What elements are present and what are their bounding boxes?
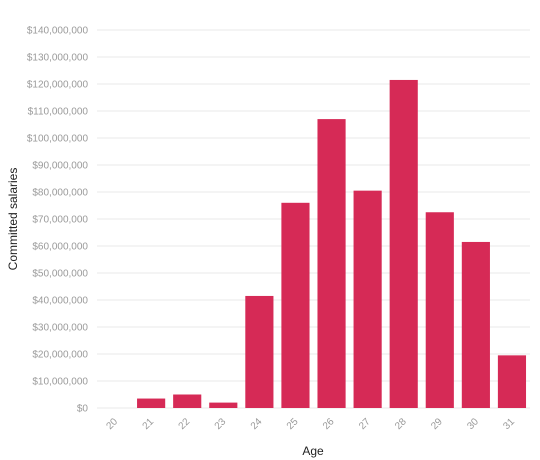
y-tick-label: $20,000,000 [32, 350, 88, 361]
x-tick-label: 29 [429, 416, 445, 432]
y-tick-label: $70,000,000 [32, 215, 88, 226]
bar-age-22[interactable] [173, 394, 202, 409]
x-tick-label: 30 [465, 416, 481, 432]
bar-age-21[interactable] [137, 398, 166, 408]
x-axis-title: Age [302, 444, 324, 458]
bar-age-25[interactable] [281, 202, 310, 408]
y-tick-label: $120,000,000 [27, 80, 89, 91]
y-tick-label: $80,000,000 [32, 188, 88, 199]
y-tick-label: $40,000,000 [32, 296, 88, 307]
y-tick-label: $140,000,000 [27, 26, 89, 37]
bar-age-31[interactable] [497, 355, 527, 408]
y-tick-label: $10,000,000 [32, 377, 88, 388]
bar-age-30[interactable] [461, 241, 490, 408]
gridlines [97, 29, 530, 409]
bars [137, 79, 527, 409]
y-tick-label: $50,000,000 [32, 269, 88, 280]
x-tick-label: 20 [104, 416, 120, 432]
bar-age-26[interactable] [317, 119, 346, 408]
bar-age-24[interactable] [245, 295, 274, 408]
y-tick-label: $60,000,000 [32, 242, 88, 253]
x-tick-label: 21 [141, 416, 157, 432]
y-tick-label: $100,000,000 [27, 134, 89, 145]
y-axis-ticks: $0 $10,000,000 $20,000,000 $30,000,000 $40,0… [27, 26, 89, 415]
x-tick-label: 24 [249, 416, 265, 432]
y-tick-label: $130,000,000 [27, 53, 89, 64]
x-tick-label: 23 [213, 416, 229, 432]
bar-age-28[interactable] [389, 79, 418, 408]
x-tick-label: 27 [357, 416, 373, 432]
y-tick-label: $90,000,000 [32, 161, 88, 172]
y-tick-label: $110,000,000 [28, 107, 89, 118]
bar-age-23[interactable] [209, 402, 238, 408]
y-tick-label: $30,000,000 [32, 323, 88, 334]
x-tick-label: 25 [285, 416, 301, 432]
x-tick-label: 28 [393, 416, 409, 432]
bar-age-27[interactable] [353, 190, 382, 408]
x-tick-label: 31 [501, 416, 517, 432]
y-tick-label: $0 [77, 404, 89, 415]
x-axis-ticks: 20 21 22 23 24 25 26 27 28 29 30 31 [104, 416, 517, 432]
x-tick-label: 26 [321, 416, 337, 432]
bar-age-29[interactable] [425, 212, 454, 408]
x-tick-label: 22 [177, 416, 193, 432]
y-axis-title: Committed salaries [6, 168, 20, 271]
